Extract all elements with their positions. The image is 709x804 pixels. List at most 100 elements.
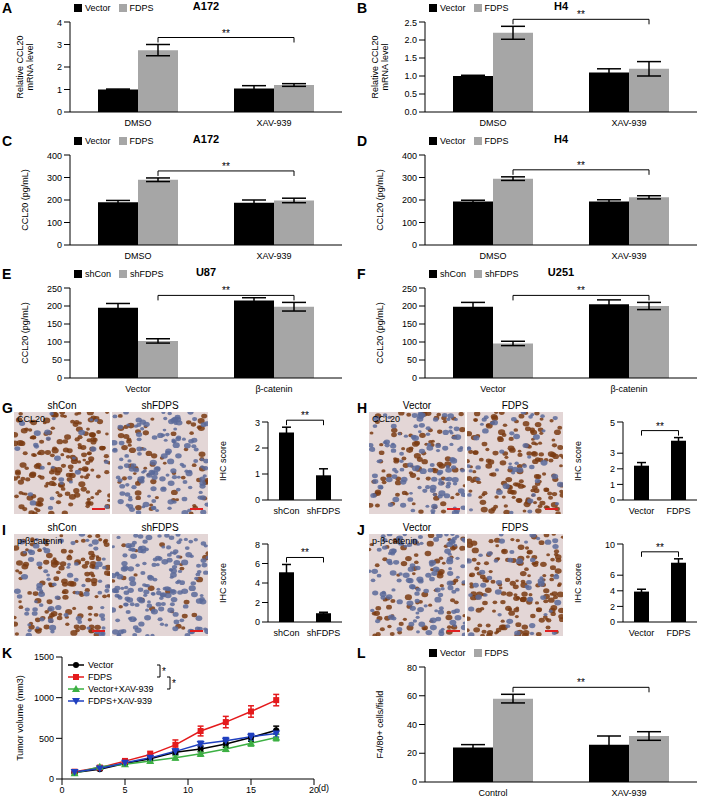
svg-text:*: *	[172, 678, 176, 689]
svg-text:250: 250	[47, 284, 62, 294]
svg-text:200: 200	[402, 301, 417, 311]
svg-text:0: 0	[412, 777, 417, 787]
svg-text:0.5: 0.5	[404, 89, 417, 99]
svg-text:250: 250	[402, 284, 417, 294]
svg-text:p-β-catenin: p-β-catenin	[372, 536, 417, 546]
svg-text:15: 15	[246, 785, 256, 795]
svg-text:5: 5	[122, 785, 127, 795]
svg-text:XAV-939: XAV-939	[612, 788, 647, 798]
svg-text:CCL20: CCL20	[372, 414, 400, 424]
svg-text:100: 100	[47, 218, 62, 228]
svg-text:1000: 1000	[34, 693, 54, 703]
svg-text:shFDPS: shFDPS	[307, 506, 341, 516]
svg-text:2: 2	[255, 443, 260, 453]
svg-text:Vector: Vector	[480, 384, 506, 394]
svg-text:6: 6	[610, 570, 615, 580]
svg-text:100: 100	[47, 337, 62, 347]
svg-text:CCL20: CCL20	[17, 414, 45, 424]
svg-text:6: 6	[255, 559, 260, 569]
svg-text:Vector: Vector	[629, 628, 655, 638]
svg-text:XAV-939: XAV-939	[612, 251, 647, 261]
svg-text:β-catenin: β-catenin	[255, 384, 292, 394]
svg-text:1: 1	[57, 85, 62, 95]
svg-text:0: 0	[49, 774, 54, 784]
svg-text:4: 4	[610, 586, 615, 596]
svg-text:4: 4	[255, 578, 260, 588]
svg-text:0: 0	[610, 495, 615, 505]
svg-text:2: 2	[610, 602, 615, 612]
svg-text:DMSO: DMSO	[480, 118, 507, 128]
svg-text:2.5: 2.5	[404, 18, 417, 28]
svg-text:150: 150	[47, 319, 62, 329]
svg-text:500: 500	[39, 734, 54, 744]
svg-text:FDPS: FDPS	[666, 628, 690, 638]
svg-text:2: 2	[610, 464, 615, 474]
svg-text:shCon: shCon	[273, 506, 299, 516]
svg-text:1: 1	[255, 469, 260, 479]
svg-text:50: 50	[52, 355, 62, 365]
svg-text:0: 0	[57, 240, 62, 250]
svg-text:4: 4	[57, 18, 62, 28]
svg-text:DMSO: DMSO	[125, 118, 152, 128]
svg-text:10: 10	[605, 540, 615, 550]
svg-text:FDPS+XAV-939: FDPS+XAV-939	[88, 696, 152, 706]
svg-text:200: 200	[47, 301, 62, 311]
svg-text:**: **	[577, 160, 585, 171]
svg-text:Vector: Vector	[125, 384, 151, 394]
svg-text:DMSO: DMSO	[125, 251, 152, 261]
svg-text:p-β-catenin: p-β-catenin	[17, 536, 62, 546]
svg-text:20: 20	[309, 785, 319, 795]
svg-text:100: 100	[402, 218, 417, 228]
svg-text:0: 0	[412, 240, 417, 250]
svg-text:0: 0	[59, 785, 64, 795]
svg-text:80: 80	[407, 663, 417, 673]
svg-text:2: 2	[57, 62, 62, 72]
svg-text:**: **	[301, 410, 309, 421]
svg-text:3: 3	[255, 418, 260, 428]
svg-text:Control: Control	[478, 788, 507, 798]
svg-text:Vector+XAV-939: Vector+XAV-939	[88, 684, 154, 694]
svg-text:0: 0	[255, 617, 260, 627]
svg-text:**: **	[577, 285, 585, 296]
svg-text:shCon: shCon	[273, 628, 299, 638]
svg-text:*: *	[162, 666, 166, 677]
svg-text:**: **	[656, 421, 664, 432]
svg-text:10: 10	[183, 785, 193, 795]
svg-text:20: 20	[407, 748, 417, 758]
svg-text:50: 50	[407, 355, 417, 365]
svg-text:0: 0	[412, 373, 417, 383]
svg-text:**: **	[656, 542, 664, 553]
svg-text:**: **	[301, 547, 309, 558]
svg-text:0: 0	[255, 495, 260, 505]
svg-text:FDPS: FDPS	[666, 506, 690, 516]
svg-text:XAV-939: XAV-939	[612, 118, 647, 128]
svg-text:400: 400	[47, 151, 62, 161]
svg-text:DMSO: DMSO	[480, 251, 507, 261]
svg-text:Vector: Vector	[88, 660, 114, 670]
svg-text:0: 0	[610, 617, 615, 627]
svg-text:300: 300	[47, 173, 62, 183]
svg-text:300: 300	[402, 173, 417, 183]
svg-text:400: 400	[402, 151, 417, 161]
svg-text:1.0: 1.0	[404, 71, 417, 81]
svg-text:60: 60	[407, 691, 417, 701]
svg-text:Vector: Vector	[629, 506, 655, 516]
svg-text:0: 0	[57, 373, 62, 383]
svg-text:3: 3	[57, 40, 62, 50]
svg-text:FDPS: FDPS	[88, 672, 112, 682]
svg-text:0.0: 0.0	[404, 107, 417, 117]
svg-text:**: **	[577, 677, 585, 688]
svg-text:1: 1	[610, 480, 615, 490]
svg-text:**: **	[577, 9, 585, 20]
svg-text:8: 8	[255, 540, 260, 550]
svg-text:XAV-939: XAV-939	[257, 118, 292, 128]
svg-text:2: 2	[255, 598, 260, 608]
svg-text:2.0: 2.0	[404, 35, 417, 45]
svg-text:3: 3	[610, 448, 615, 458]
svg-text:XAV-939: XAV-939	[257, 251, 292, 261]
svg-text:200: 200	[47, 195, 62, 205]
svg-text:5: 5	[610, 418, 615, 428]
svg-text:200: 200	[402, 195, 417, 205]
svg-text:**: **	[222, 161, 230, 172]
svg-text:0: 0	[57, 107, 62, 117]
